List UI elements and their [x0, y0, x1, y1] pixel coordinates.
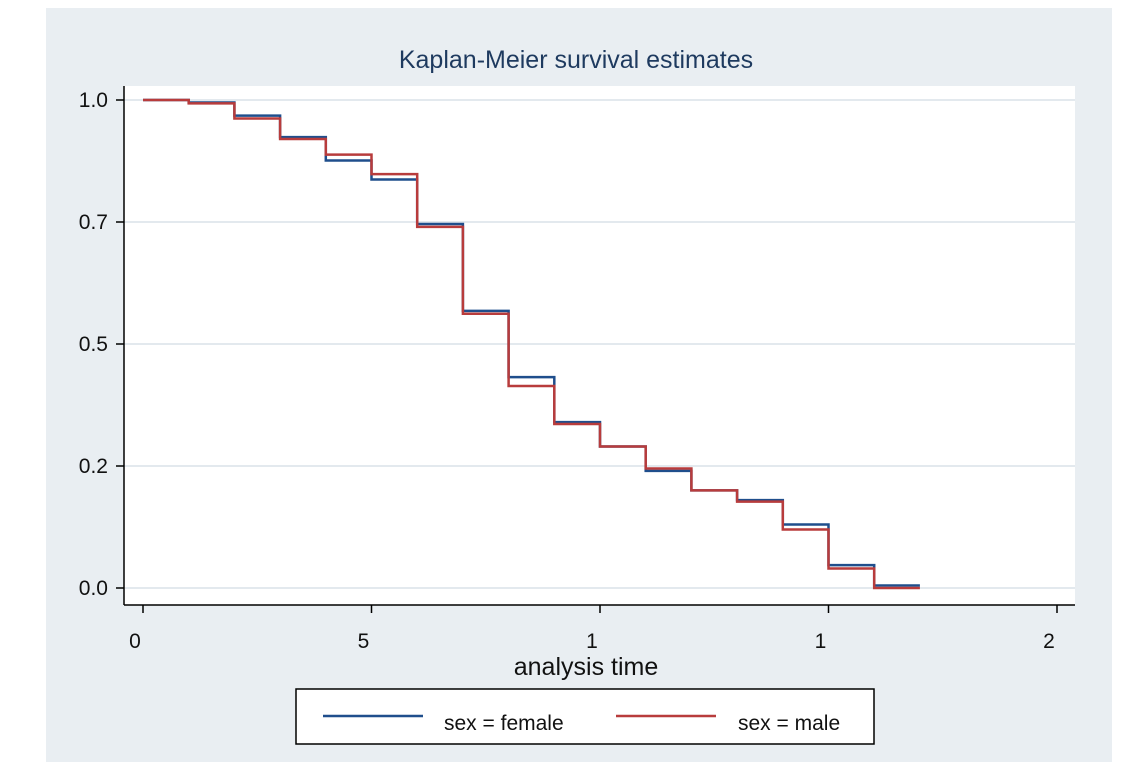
- x-tick-label-1: 5: [358, 630, 370, 653]
- legend: sex = female sex = male: [295, 688, 875, 745]
- y-tick-label-2: 0.5: [79, 333, 108, 356]
- x-tick-label-0: 0: [129, 630, 141, 653]
- y-tick-label-0: 0.0: [79, 577, 108, 600]
- x-tick-label-3: 1: [815, 630, 827, 653]
- ticks: 0.0 0.2 0.5 0.7 1.0 0 5 1 1 2: [79, 89, 1058, 653]
- y-tick-label-3: 0.7: [79, 211, 108, 234]
- series-group: [143, 98, 920, 590]
- chart-title: Kaplan-Meier survival estimates: [399, 46, 753, 74]
- series-line-male: [143, 98, 920, 590]
- legend-label-male: sex = male: [738, 712, 840, 735]
- y-tick-label-1: 0.2: [79, 455, 108, 478]
- x-tick-label-2: 1: [586, 630, 598, 653]
- x-tick-label-4: 2: [1043, 630, 1055, 653]
- x-axis-label: analysis time: [514, 653, 659, 681]
- y-tick-label-4: 1.0: [79, 89, 108, 112]
- legend-label-female: sex = female: [444, 712, 564, 735]
- plot-area: [124, 86, 1075, 605]
- chart-svg: 0.0 0.2 0.5 0.7 1.0 0 5 1 1 2 Kaplan-Meier surviv…: [79, 46, 1075, 745]
- chart-frame: 0.0 0.2 0.5 0.7 1.0 0 5 1 1 2 Kaplan-Meier surviv…: [46, 8, 1112, 762]
